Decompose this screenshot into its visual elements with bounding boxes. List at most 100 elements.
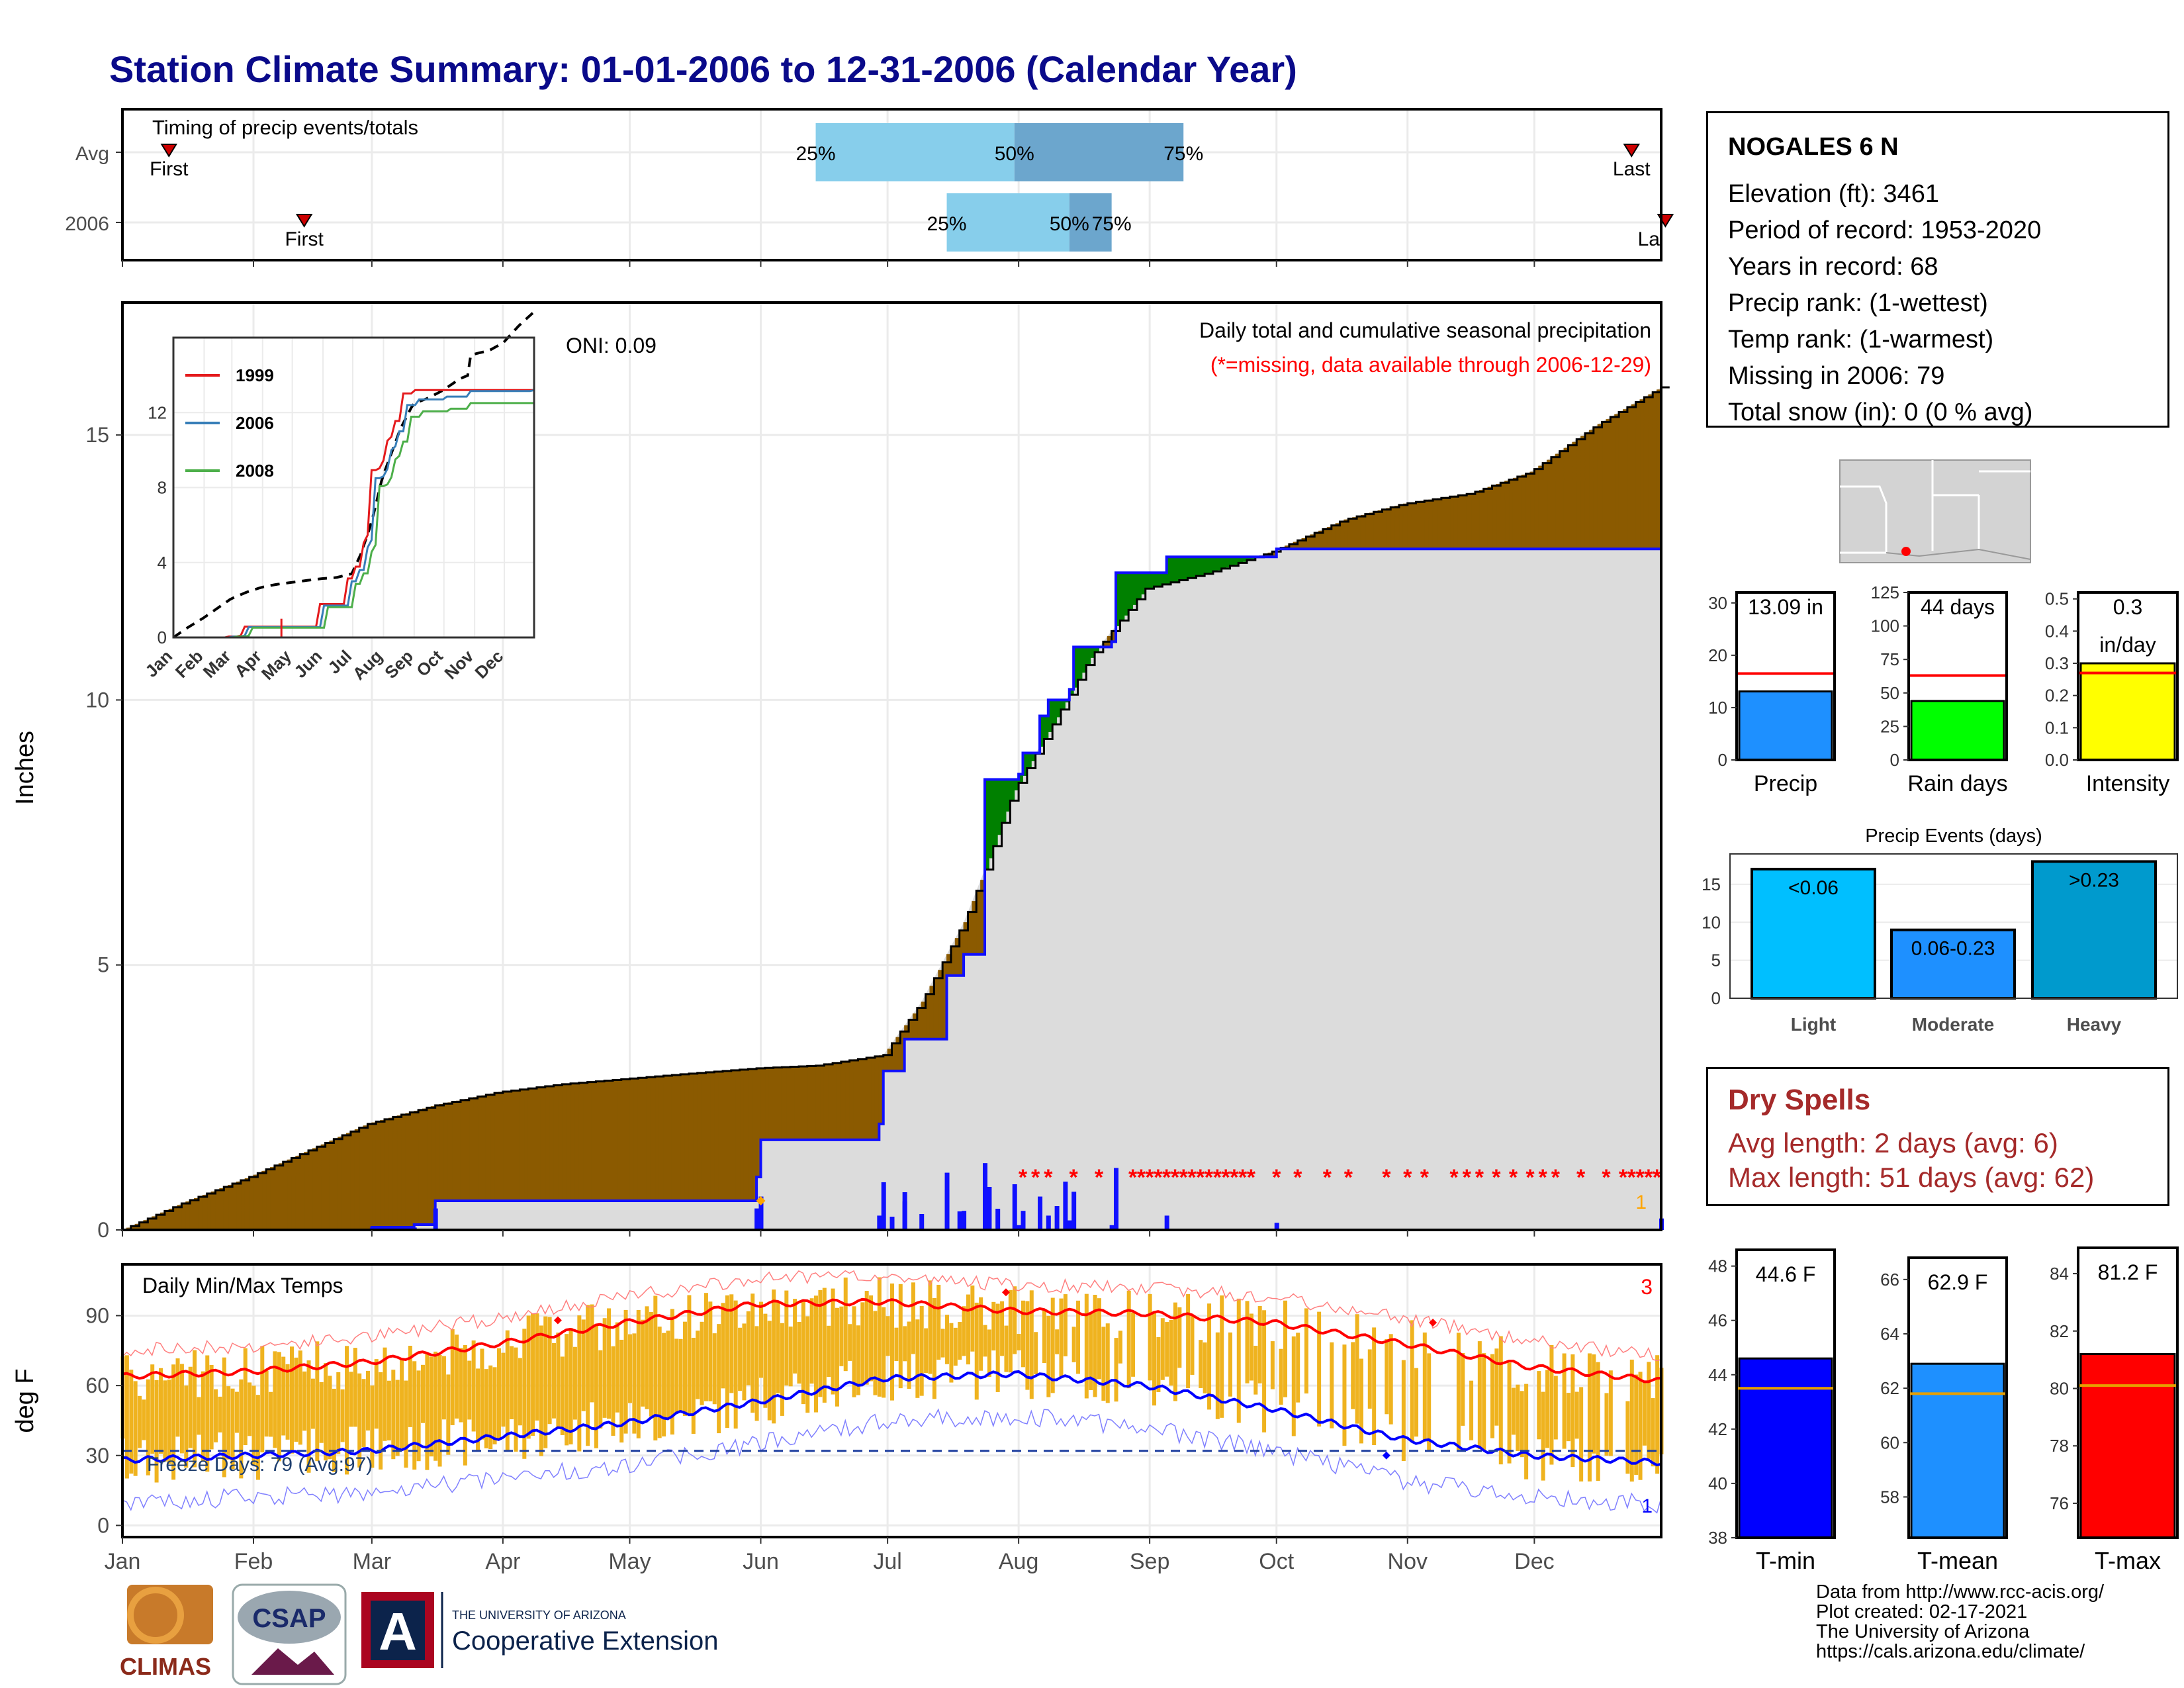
daily-temp-bar — [248, 1382, 252, 1436]
temp-summary-ytick-label: 76 — [2050, 1493, 2069, 1513]
daily-temp-bar — [657, 1327, 662, 1438]
daily-temp-bar — [662, 1333, 666, 1436]
daily-temp-bar — [285, 1364, 290, 1440]
missing-data-marker: * — [1019, 1165, 1028, 1190]
daily-temp-bar — [839, 1306, 844, 1366]
temp-summary-border — [1735, 1248, 1836, 1539]
station-temp-rank: Temp rank: (1-warmest) — [1728, 326, 1994, 353]
daily-temp-bar — [1262, 1310, 1267, 1432]
daily-temp-bar — [441, 1356, 446, 1420]
daily-temp-bar — [1126, 1290, 1131, 1389]
temp-summary-border — [2077, 1246, 2179, 1539]
daily-temp-bar — [370, 1385, 375, 1468]
daily-temp-bar — [1456, 1333, 1461, 1450]
daily-temp-bar — [1220, 1295, 1224, 1418]
daily-temp-bar — [496, 1348, 501, 1439]
daily-temp-bar — [721, 1303, 725, 1389]
daily-temp-bar — [894, 1327, 899, 1362]
daily-temp-bar — [581, 1319, 586, 1411]
daily-temp-bar — [1071, 1327, 1076, 1362]
daily-temp-bar — [1604, 1393, 1609, 1456]
daily-temp-bar — [1549, 1344, 1554, 1465]
daily-temp-bar — [239, 1379, 244, 1479]
temp-ytick-label: 60 — [85, 1374, 109, 1397]
daily-temp-bar — [856, 1325, 860, 1395]
temp-summary-value-label: 81.2 F — [2098, 1260, 2158, 1284]
daily-temp-bar — [289, 1346, 294, 1454]
missing-data-marker: * — [1171, 1165, 1180, 1190]
daily-temp-bar — [1236, 1298, 1241, 1423]
daily-temp-bar — [860, 1302, 865, 1386]
station-elevation: Elevation (ft): 3461 — [1728, 180, 1939, 208]
station-precip-rank: Precip rank: (1-wettest) — [1728, 289, 1988, 317]
daily-temp-bar — [1642, 1382, 1647, 1446]
daily-temp-bar — [310, 1378, 315, 1429]
daily-temp-bar — [298, 1350, 302, 1445]
missing-data-marker: * — [1403, 1165, 1412, 1190]
first-event-marker — [160, 144, 178, 158]
station-name: NOGALES 6 N — [1728, 133, 1899, 161]
daily-temp-bar — [1021, 1300, 1026, 1368]
daily-temp-bar — [501, 1352, 506, 1427]
daily-temp-bar — [572, 1346, 577, 1420]
mini-bar-ytick-label: 75 — [1880, 649, 1899, 669]
mini-bar-ytick-label: 25 — [1880, 716, 1899, 736]
daily-temp-bar — [1160, 1318, 1165, 1380]
daily-temp-bar — [843, 1277, 848, 1372]
daily-temp-bar — [1029, 1290, 1034, 1399]
daily-temp-bar — [1084, 1293, 1089, 1399]
climas-logo-text: CLIMAS — [120, 1653, 211, 1680]
daily-temp-bar — [1516, 1384, 1520, 1452]
daily-temp-bar — [1507, 1362, 1512, 1464]
daily-temp-bar — [543, 1316, 548, 1448]
daily-temp-bar — [704, 1293, 708, 1401]
daily-precip-bar — [1067, 1220, 1072, 1230]
oni-label: ONI: 0.09 — [566, 334, 657, 357]
daily-temp-bar — [324, 1363, 328, 1461]
daily-temp-bar — [471, 1340, 476, 1432]
timing-title: Timing of precip events/totals — [152, 116, 418, 139]
daily-temp-bar — [1042, 1309, 1046, 1364]
precip-corner-count: 1 — [1635, 1192, 1647, 1213]
daily-temp-bar — [1414, 1368, 1419, 1437]
daily-temp-bar — [374, 1359, 379, 1429]
daily-temp-bar — [425, 1354, 430, 1470]
inset-ytick-label: 4 — [158, 553, 167, 573]
credits: Data from http://www.rcc-acis.org/ Plot … — [1816, 1582, 2104, 1662]
mini-bar-value-label: 0.3 — [2113, 595, 2142, 619]
daily-temp-bar — [243, 1348, 248, 1446]
daily-temp-bar — [733, 1300, 738, 1429]
daily-temp-bar — [848, 1324, 852, 1361]
events-ytick-label: 5 — [1711, 951, 1721, 970]
ua-logo-mark — [371, 1601, 425, 1660]
daily-temp-bar — [1114, 1338, 1118, 1402]
missing-data-marker: * — [1382, 1165, 1391, 1190]
daily-temp-bar — [717, 1324, 721, 1434]
daily-temp-bar — [142, 1399, 146, 1440]
daily-temp-bar — [1461, 1353, 1465, 1426]
temp-summary-ytick-label: 78 — [2050, 1436, 2069, 1456]
daily-temp-bar — [945, 1315, 950, 1364]
daily-temp-bar — [205, 1355, 210, 1472]
mini-bar-ytick-label: 0 — [1718, 750, 1727, 770]
timing-pct50-label: 50% — [1050, 213, 1089, 235]
missing-data-marker: * — [1238, 1165, 1248, 1190]
month-label: Dec — [1514, 1549, 1554, 1574]
daily-temp-bar — [1608, 1370, 1613, 1456]
inset-ytick-label: 0 — [158, 628, 167, 647]
daily-temp-bar — [1291, 1336, 1296, 1436]
daily-temp-bar — [455, 1335, 459, 1419]
daily-temp-bar — [758, 1301, 763, 1378]
daily-precip-bar — [1046, 1215, 1051, 1230]
daily-temp-bar — [882, 1307, 886, 1398]
month-label: Feb — [234, 1549, 273, 1574]
daily-temp-bar — [1579, 1387, 1584, 1482]
daily-temp-bar — [666, 1331, 670, 1419]
daily-temp-bar — [349, 1372, 353, 1427]
first-event-marker — [295, 214, 313, 228]
daily-temp-bar — [1651, 1398, 1655, 1467]
month-label: Jul — [873, 1549, 901, 1574]
temp-panel-border — [121, 1263, 1662, 1538]
daily-precip-bar — [987, 1187, 992, 1230]
inset-border — [172, 336, 535, 639]
